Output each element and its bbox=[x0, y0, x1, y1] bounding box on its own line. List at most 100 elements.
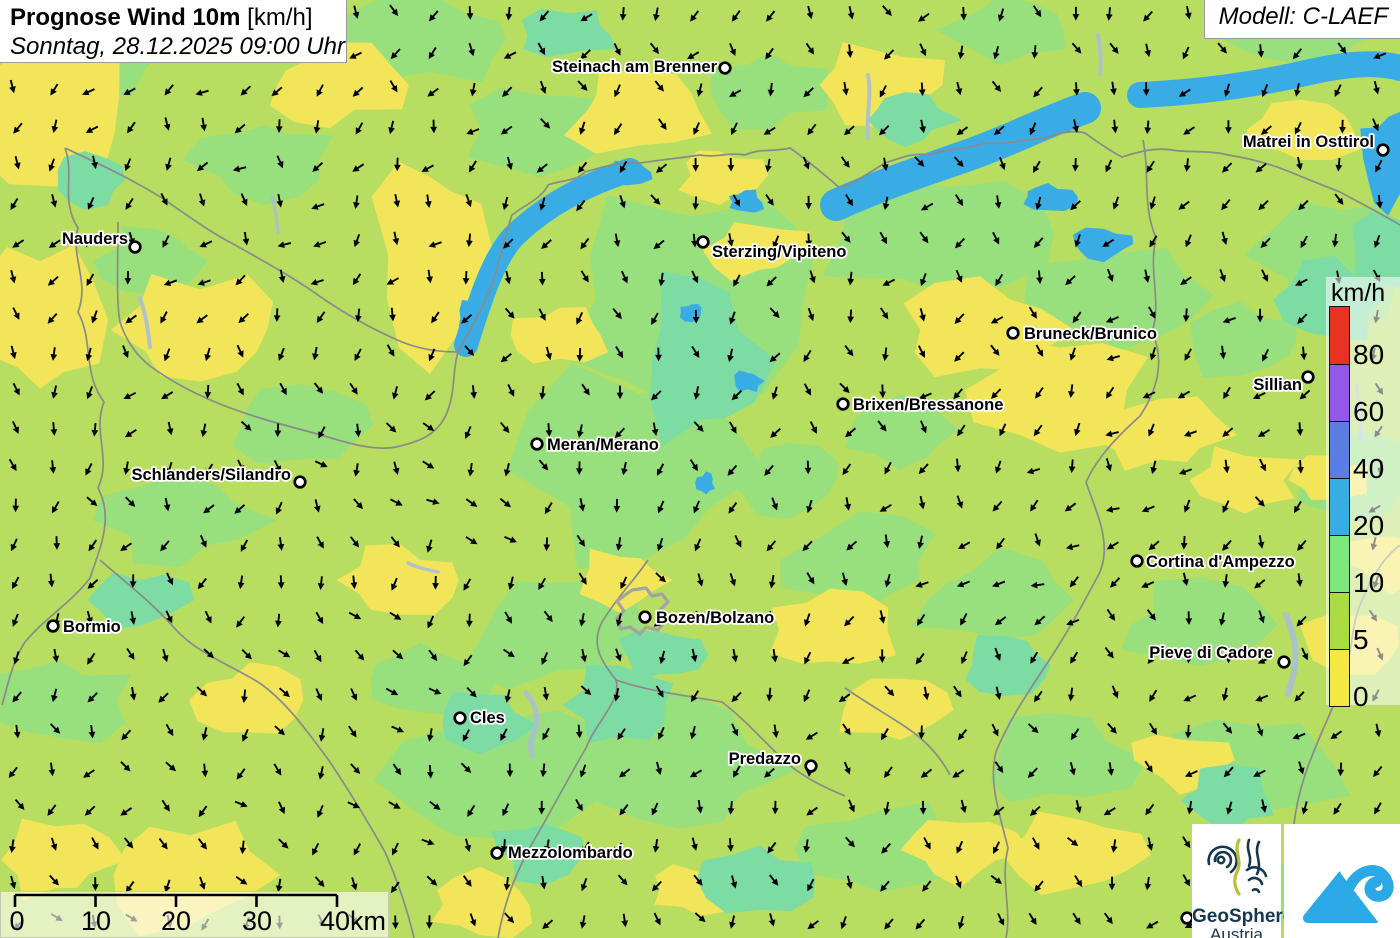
wind-arrow bbox=[651, 880, 662, 892]
wind-arrow bbox=[1260, 125, 1272, 135]
wind-arrow bbox=[241, 649, 252, 660]
wind-arrow bbox=[954, 313, 965, 324]
wind-arrow bbox=[651, 802, 659, 816]
wind-arrow bbox=[53, 536, 61, 550]
wind-arrow bbox=[505, 6, 513, 21]
wind-arrow bbox=[847, 6, 855, 20]
wind-arrow bbox=[657, 726, 665, 740]
wind-arrow bbox=[1105, 7, 1113, 21]
wind-arrow bbox=[991, 723, 999, 737]
wind-arrow bbox=[694, 538, 702, 552]
wind-arrow bbox=[200, 117, 207, 132]
wind-arrow bbox=[539, 10, 550, 22]
wind-arrow bbox=[426, 269, 433, 284]
wind-arrow bbox=[313, 499, 321, 513]
wind-arrow bbox=[847, 309, 855, 324]
wind-arrow bbox=[731, 10, 741, 22]
wind-arrow bbox=[920, 272, 927, 287]
wind-arrow bbox=[696, 573, 704, 587]
wind-speed-region bbox=[92, 471, 278, 568]
wind-arrow bbox=[1334, 84, 1342, 97]
wind-arrow bbox=[764, 767, 775, 778]
wind-arrow bbox=[919, 43, 927, 57]
wind-arrow bbox=[162, 235, 170, 248]
wind-arrow bbox=[1339, 119, 1346, 134]
wind-arrow bbox=[316, 311, 326, 324]
wind-arrow bbox=[1180, 276, 1192, 285]
wind-arrow bbox=[1111, 685, 1119, 699]
wind-arrow bbox=[502, 86, 513, 97]
wind-arrow bbox=[957, 729, 968, 741]
wind-arrow bbox=[957, 915, 965, 930]
wind-arrow bbox=[11, 576, 20, 590]
wind-arrow bbox=[1219, 345, 1227, 360]
wind-arrow bbox=[575, 724, 583, 739]
wind-arrow bbox=[392, 915, 399, 930]
wind-arrow bbox=[992, 841, 1001, 854]
wind-arrow bbox=[803, 689, 811, 703]
wind-arrow bbox=[1373, 52, 1387, 60]
place-marker-group: Bruneck/Brunico bbox=[1006, 323, 1159, 345]
wind-arrow bbox=[918, 725, 925, 740]
place-marker-group bbox=[1180, 911, 1194, 925]
wind-arrow bbox=[240, 85, 252, 96]
legend-value-label: 0 bbox=[1353, 681, 1369, 712]
wind-arrow bbox=[613, 688, 621, 702]
wind-arrow bbox=[1073, 82, 1080, 96]
wind-arrow bbox=[1182, 572, 1189, 587]
wind-speed-region bbox=[562, 664, 674, 744]
wind-arrow bbox=[1029, 122, 1037, 136]
wind-arrow bbox=[768, 611, 775, 625]
wind-arrow bbox=[466, 6, 474, 20]
wind-arrow bbox=[425, 915, 433, 929]
wind-arrow bbox=[464, 426, 472, 440]
wind-arrow bbox=[879, 84, 887, 98]
wind-arrow bbox=[541, 239, 552, 249]
wind-arrow bbox=[123, 391, 137, 400]
wind-arrow bbox=[386, 344, 395, 357]
wind-arrow bbox=[500, 839, 508, 853]
page-title-unit: [km/h] bbox=[247, 4, 313, 31]
wind-arrow bbox=[766, 687, 774, 702]
wind-arrow bbox=[1033, 237, 1044, 248]
wind-arrow bbox=[468, 160, 477, 173]
wind-arrow bbox=[727, 838, 734, 852]
wind-arrow bbox=[1069, 761, 1076, 776]
wind-arrow bbox=[274, 423, 282, 438]
wind-arrow bbox=[1374, 802, 1382, 815]
wind-arrow bbox=[129, 574, 137, 588]
place-label: Nauders bbox=[62, 230, 128, 248]
wind-arrow bbox=[1178, 468, 1193, 475]
geosphere-logo-icon bbox=[1206, 838, 1267, 896]
wind-speed-region bbox=[1088, 396, 1238, 471]
wind-arrow bbox=[544, 502, 553, 515]
wind-arrow bbox=[503, 648, 515, 658]
wind-arrow bbox=[619, 7, 627, 21]
wind-arrow bbox=[768, 574, 776, 589]
wind-arrow bbox=[385, 422, 397, 433]
wind-arrow bbox=[1143, 10, 1153, 22]
legend-value-label: 20 bbox=[1353, 510, 1385, 541]
wind-arrow bbox=[1183, 499, 1191, 513]
wind-arrow bbox=[1221, 687, 1229, 702]
place-marker bbox=[1301, 370, 1315, 384]
wind-arrow bbox=[278, 649, 291, 658]
wind-arrow bbox=[500, 728, 508, 741]
wind-arrow bbox=[577, 80, 588, 91]
wind-arrow bbox=[354, 423, 362, 438]
place-marker bbox=[490, 846, 504, 860]
wind-arrow bbox=[692, 157, 700, 172]
wind-arrow bbox=[763, 126, 776, 135]
wind-arrow bbox=[846, 44, 854, 59]
place-label: Pieve di Cadore bbox=[1149, 644, 1273, 662]
wind-arrow bbox=[919, 800, 927, 815]
wind-arrow bbox=[353, 233, 361, 248]
wind-arrow bbox=[960, 799, 967, 814]
wind-arrow bbox=[166, 572, 174, 586]
wind-arrow bbox=[1219, 612, 1226, 626]
wind-arrow bbox=[88, 539, 98, 552]
place-label: Mezzolombardo bbox=[508, 844, 633, 862]
wind-arrow bbox=[163, 279, 178, 287]
wind-arrow bbox=[766, 540, 777, 552]
wind-speed-region bbox=[1, 818, 127, 901]
